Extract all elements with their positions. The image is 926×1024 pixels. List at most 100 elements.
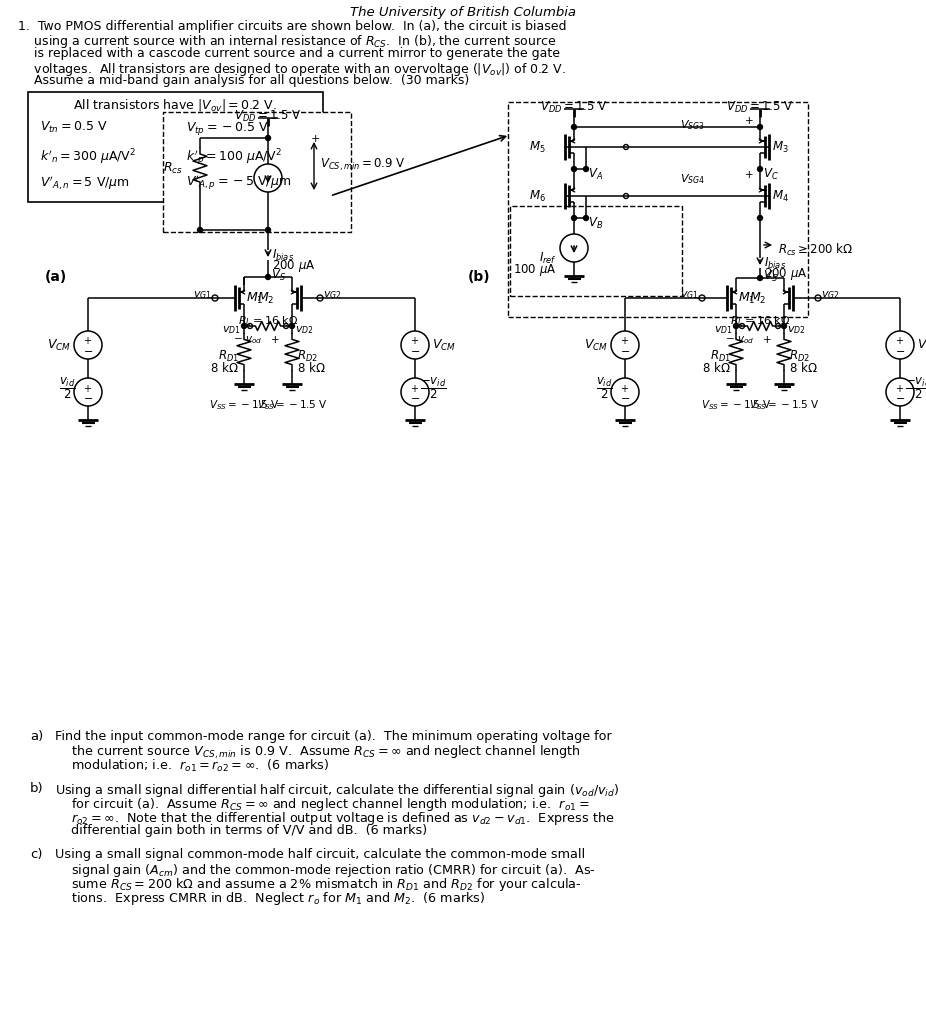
Text: modulation; i.e.  $r_{o1} = r_{o2} = \infty$.  (6 marks): modulation; i.e. $r_{o1} = r_{o2} = \inf…	[55, 758, 330, 774]
Text: $I_{bias}$: $I_{bias}$	[272, 248, 294, 263]
Circle shape	[757, 125, 762, 129]
Text: $V_S$: $V_S$	[271, 268, 286, 283]
Circle shape	[571, 167, 577, 171]
Text: c): c)	[30, 848, 43, 861]
Text: 1.  Two PMOS differential amplifier circuits are shown below.  In (a), the circu: 1. Two PMOS differential amplifier circu…	[18, 20, 567, 33]
Text: $200\ \mu$A: $200\ \mu$A	[764, 266, 807, 282]
Text: $V_{SS} = -1.5$ V: $V_{SS} = -1.5$ V	[701, 398, 771, 412]
Text: $v_{G1}$: $v_{G1}$	[681, 289, 699, 301]
Text: $+$: $+$	[410, 383, 419, 393]
Text: $+$: $+$	[744, 169, 754, 180]
Circle shape	[699, 295, 705, 301]
Text: $v_{G2}$: $v_{G2}$	[821, 289, 840, 301]
Text: $I_{bias}$: $I_{bias}$	[764, 256, 786, 271]
Text: $M_2$: $M_2$	[257, 291, 274, 305]
Text: $V_{CM}$: $V_{CM}$	[47, 338, 71, 352]
Text: $-$: $-$	[619, 345, 630, 355]
Text: the current source $V_{CS,min}$ is 0.9 V.  Assume $R_{CS} = \infty$ and neglect : the current source $V_{CS,min}$ is 0.9 V…	[55, 744, 581, 761]
Text: differential gain both in terms of V/V and dB.  (6 marks): differential gain both in terms of V/V a…	[55, 824, 427, 837]
Text: $V_{SS} = -1.5$ V: $V_{SS} = -1.5$ V	[208, 398, 280, 412]
Text: signal gain ($A_{cm}$) and the common-mode rejection ratio (CMRR) for circuit (a: signal gain ($A_{cm}$) and the common-mo…	[55, 862, 595, 879]
Circle shape	[815, 295, 821, 301]
Text: All transistors have $|V_{ov}| = 0.2$ V.: All transistors have $|V_{ov}| = 0.2$ V.	[73, 97, 278, 113]
Text: $M_1$: $M_1$	[738, 291, 756, 305]
Text: $M_5$: $M_5$	[530, 139, 546, 155]
Circle shape	[886, 331, 914, 359]
Text: $R_{cs} \geq 200\ \mathrm{k}\Omega$: $R_{cs} \geq 200\ \mathrm{k}\Omega$	[778, 242, 854, 258]
Text: $V_{CS,min} = 0.9$ V: $V_{CS,min} = 0.9$ V	[320, 157, 406, 173]
Circle shape	[571, 215, 577, 220]
Text: sume $R_{CS} = 200$ k$\Omega$ and assume a 2% mismatch in $R_{D1}$ and $R_{D2}$ : sume $R_{CS} = 200$ k$\Omega$ and assume…	[55, 876, 582, 893]
Text: $V_B$: $V_B$	[588, 216, 603, 231]
Text: $v_{D2}$: $v_{D2}$	[295, 324, 314, 336]
Circle shape	[283, 324, 289, 329]
Text: Assume a mid-band gain analysis for all questions below.  (30 marks): Assume a mid-band gain analysis for all …	[18, 74, 469, 87]
Text: (a): (a)	[45, 270, 68, 284]
Text: $V_S$: $V_S$	[763, 269, 778, 284]
Circle shape	[757, 275, 762, 281]
Circle shape	[197, 227, 203, 232]
Text: $V_{SG4}$: $V_{SG4}$	[680, 172, 705, 185]
Text: Using a small signal differential half circuit, calculate the differential signa: Using a small signal differential half c…	[55, 782, 619, 799]
Text: $-$: $-$	[895, 345, 905, 355]
Text: $V_{CM}$: $V_{CM}$	[432, 338, 456, 352]
Text: $V_{SS} = -1.5$ V: $V_{SS} = -1.5$ V	[257, 398, 328, 412]
Text: $M_3$: $M_3$	[772, 139, 789, 155]
Text: $V'_{A,p} = -5\ \mathrm{V}/\mu\mathrm{m}$: $V'_{A,p} = -5\ \mathrm{V}/\mu\mathrm{m}…	[185, 174, 291, 193]
Text: $M_2$: $M_2$	[748, 291, 766, 305]
Bar	[510, 206, 682, 296]
Text: $v_{G2}$: $v_{G2}$	[323, 289, 342, 301]
Circle shape	[74, 331, 102, 359]
Text: $R_{D1}$: $R_{D1}$	[218, 348, 239, 364]
Circle shape	[247, 324, 253, 329]
Text: $V_{tp} = -0.5$ V: $V_{tp} = -0.5$ V	[185, 120, 269, 137]
Bar	[163, 112, 351, 232]
Text: $R_{D2}$: $R_{D2}$	[297, 348, 318, 364]
Text: $R_L = 16\ \mathrm{k}\Omega$: $R_L = 16\ \mathrm{k}\Omega$	[730, 314, 790, 328]
Text: $R_{D1}$: $R_{D1}$	[710, 348, 731, 364]
Text: $R_{cs}$: $R_{cs}$	[163, 161, 183, 175]
Circle shape	[254, 164, 282, 193]
Circle shape	[757, 215, 762, 220]
Text: The University of British Columbia: The University of British Columbia	[350, 6, 576, 19]
Text: $-$: $-$	[410, 392, 420, 402]
Text: $\dfrac{-v_{id}}{2}$: $\dfrac{-v_{id}}{2}$	[905, 375, 926, 400]
Text: $V_A$: $V_A$	[588, 167, 603, 182]
Text: $V_{CM}$: $V_{CM}$	[584, 338, 608, 352]
Text: (b): (b)	[468, 270, 491, 284]
Text: for circuit (a).  Assume $R_{CS} = \infty$ and neglect channel length modulation: for circuit (a). Assume $R_{CS} = \infty…	[55, 796, 590, 813]
Circle shape	[571, 125, 577, 129]
Text: $v_{G1}$: $v_{G1}$	[194, 289, 212, 301]
Text: $\dfrac{v_{id}}{2}$: $\dfrac{v_{id}}{2}$	[59, 375, 76, 400]
Text: $R_L = 16\ \mathrm{k}\Omega$: $R_L = 16\ \mathrm{k}\Omega$	[238, 314, 298, 328]
Text: $+$: $+$	[620, 336, 630, 346]
Circle shape	[290, 324, 294, 329]
Text: $V_{tn} = 0.5$ V: $V_{tn} = 0.5$ V	[40, 120, 107, 135]
Text: is replaced with a cascode current source and a current mirror to generate the g: is replaced with a cascode current sourc…	[18, 47, 560, 60]
Text: $k'_p = 100\ \mu\mathrm{A/V^2}$: $k'_p = 100\ \mu\mathrm{A/V^2}$	[185, 147, 282, 168]
Text: $200\ \mu$A: $200\ \mu$A	[272, 258, 316, 274]
Circle shape	[266, 135, 270, 140]
Text: $V_{DD} = 1.5$ V: $V_{DD} = 1.5$ V	[540, 100, 607, 115]
Text: Find the input common-mode range for circuit (a).  The minimum operating voltage: Find the input common-mode range for cir…	[55, 730, 612, 743]
Text: Using a small signal common-mode half circuit, calculate the common-mode small: Using a small signal common-mode half ci…	[55, 848, 585, 861]
Text: $-\ v_{od}$: $-\ v_{od}$	[232, 334, 262, 346]
Text: $+$: $+$	[762, 334, 771, 345]
Text: $-$: $-$	[83, 392, 93, 402]
Circle shape	[401, 378, 429, 406]
Text: a): a)	[30, 730, 44, 743]
Text: $v_{D2}$: $v_{D2}$	[787, 324, 806, 336]
Text: $r_{o2} = \infty$.  Note that the differential output voltage is defined as $v_{: $r_{o2} = \infty$. Note that the differe…	[55, 810, 615, 827]
Text: $-$: $-$	[895, 392, 905, 402]
Text: $+$: $+$	[310, 133, 320, 144]
Text: $\dfrac{-v_{id}}{2}$: $\dfrac{-v_{id}}{2}$	[420, 375, 446, 400]
Text: using a current source with an internal resistance of $R_{CS}$.  In (b), the cur: using a current source with an internal …	[18, 34, 557, 50]
Text: $M_6$: $M_6$	[529, 188, 546, 204]
Text: $-$: $-$	[83, 345, 93, 355]
Text: 8 k$\Omega$: 8 k$\Omega$	[789, 361, 818, 375]
Circle shape	[583, 215, 589, 220]
Circle shape	[317, 295, 323, 301]
Text: $V_{SS} = -1.5$ V: $V_{SS} = -1.5$ V	[748, 398, 820, 412]
Text: $v_{D1}$: $v_{D1}$	[222, 324, 241, 336]
Circle shape	[740, 324, 745, 329]
